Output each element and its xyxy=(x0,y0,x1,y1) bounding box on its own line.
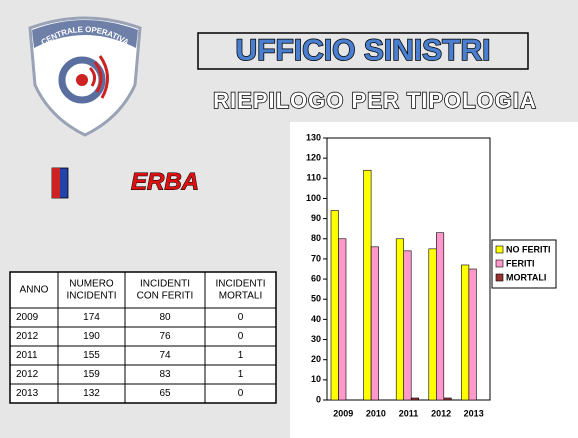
bar xyxy=(428,248,437,401)
table-cell: 159 xyxy=(83,369,100,380)
table-cell: 76 xyxy=(159,331,171,342)
y-tick-label: 0 xyxy=(316,394,321,404)
legend-label: MORTALI xyxy=(506,272,546,282)
table-cell: 1 xyxy=(238,350,244,361)
logo-waves xyxy=(88,55,109,99)
table-header: INCIDENTI xyxy=(67,291,117,302)
y-tick-label: 30 xyxy=(311,334,321,344)
table-cell: 80 xyxy=(159,312,171,323)
subtitle: RIEPILOGO PER TIPOLOGIA xyxy=(213,88,537,113)
legend-swatch xyxy=(495,245,504,254)
y-tick-label: 110 xyxy=(306,173,321,183)
y-tick-label: 40 xyxy=(311,314,321,324)
chart: 0 10 20 30 40 50 60 70 80 90 100 110 120 130 2009 2010 2… xyxy=(306,132,557,418)
bar xyxy=(363,169,372,401)
table-cell: 2012 xyxy=(16,369,39,380)
legend-swatch xyxy=(495,273,504,282)
table-cell: 1 xyxy=(238,369,244,380)
table-cell: 132 xyxy=(83,388,100,399)
table-cell: 0 xyxy=(238,312,244,323)
logo-dot xyxy=(76,74,88,86)
bar xyxy=(330,210,339,401)
x-tick-label: 2009 xyxy=(333,408,353,418)
y-tick-label: 20 xyxy=(311,354,321,364)
y-tick-label: 130 xyxy=(306,132,321,142)
table-cell: 190 xyxy=(83,331,100,342)
x-tick-label: 2011 xyxy=(399,408,419,418)
city: ERBA xyxy=(131,168,199,195)
bar xyxy=(443,397,452,401)
table-cell: 2011 xyxy=(16,350,38,361)
logo-band xyxy=(32,20,138,48)
bar xyxy=(370,246,379,401)
table-cell: 174 xyxy=(83,312,100,323)
title-box xyxy=(197,32,529,70)
legend-label: FERITI xyxy=(506,258,535,268)
table-cell: 2009 xyxy=(16,312,39,323)
legend-label: NO FERITI xyxy=(506,244,551,254)
table-bg xyxy=(9,271,277,404)
bar xyxy=(410,397,420,401)
y-tick-label: 80 xyxy=(311,233,321,243)
x-tick-label: 2013 xyxy=(464,408,484,418)
table-header: NUMERO xyxy=(69,279,114,290)
x-tick-label: 2010 xyxy=(366,408,386,418)
table-header: INCIDENTI xyxy=(140,279,190,290)
bar xyxy=(395,238,405,401)
legend-swatch xyxy=(495,259,504,268)
table-header: CON FERITI xyxy=(137,291,194,302)
bar xyxy=(461,264,470,401)
bar xyxy=(338,238,347,401)
table-cell: 65 xyxy=(159,388,171,399)
x-tick-label: 2012 xyxy=(431,408,451,418)
y-tick-label: 120 xyxy=(306,153,321,163)
table-cell: 0 xyxy=(238,388,244,399)
y-tick-label: 60 xyxy=(311,273,321,283)
table-cell: 155 xyxy=(83,350,100,361)
y-tick-label: 50 xyxy=(311,294,321,304)
table-cell: 2012 xyxy=(16,331,39,342)
y-tick-label: 90 xyxy=(311,213,321,223)
bar xyxy=(435,232,445,401)
coat-of-arms-half xyxy=(52,168,60,198)
table-cell: 83 xyxy=(159,369,171,380)
y-tick-label: 70 xyxy=(311,253,321,263)
table-header: MORTALI xyxy=(219,291,263,302)
table-header: ANNO xyxy=(20,285,49,296)
title: UFFICIO SINISTRI xyxy=(236,34,491,67)
table-cell: 2013 xyxy=(16,388,39,399)
bar xyxy=(468,268,477,401)
y-tick-label: 10 xyxy=(311,374,321,384)
table-cell: 74 xyxy=(159,350,171,361)
y-tick-label: 100 xyxy=(306,193,321,203)
table-cell: 0 xyxy=(238,331,244,342)
bar xyxy=(403,250,412,401)
table-header: INCIDENTI xyxy=(216,279,266,290)
